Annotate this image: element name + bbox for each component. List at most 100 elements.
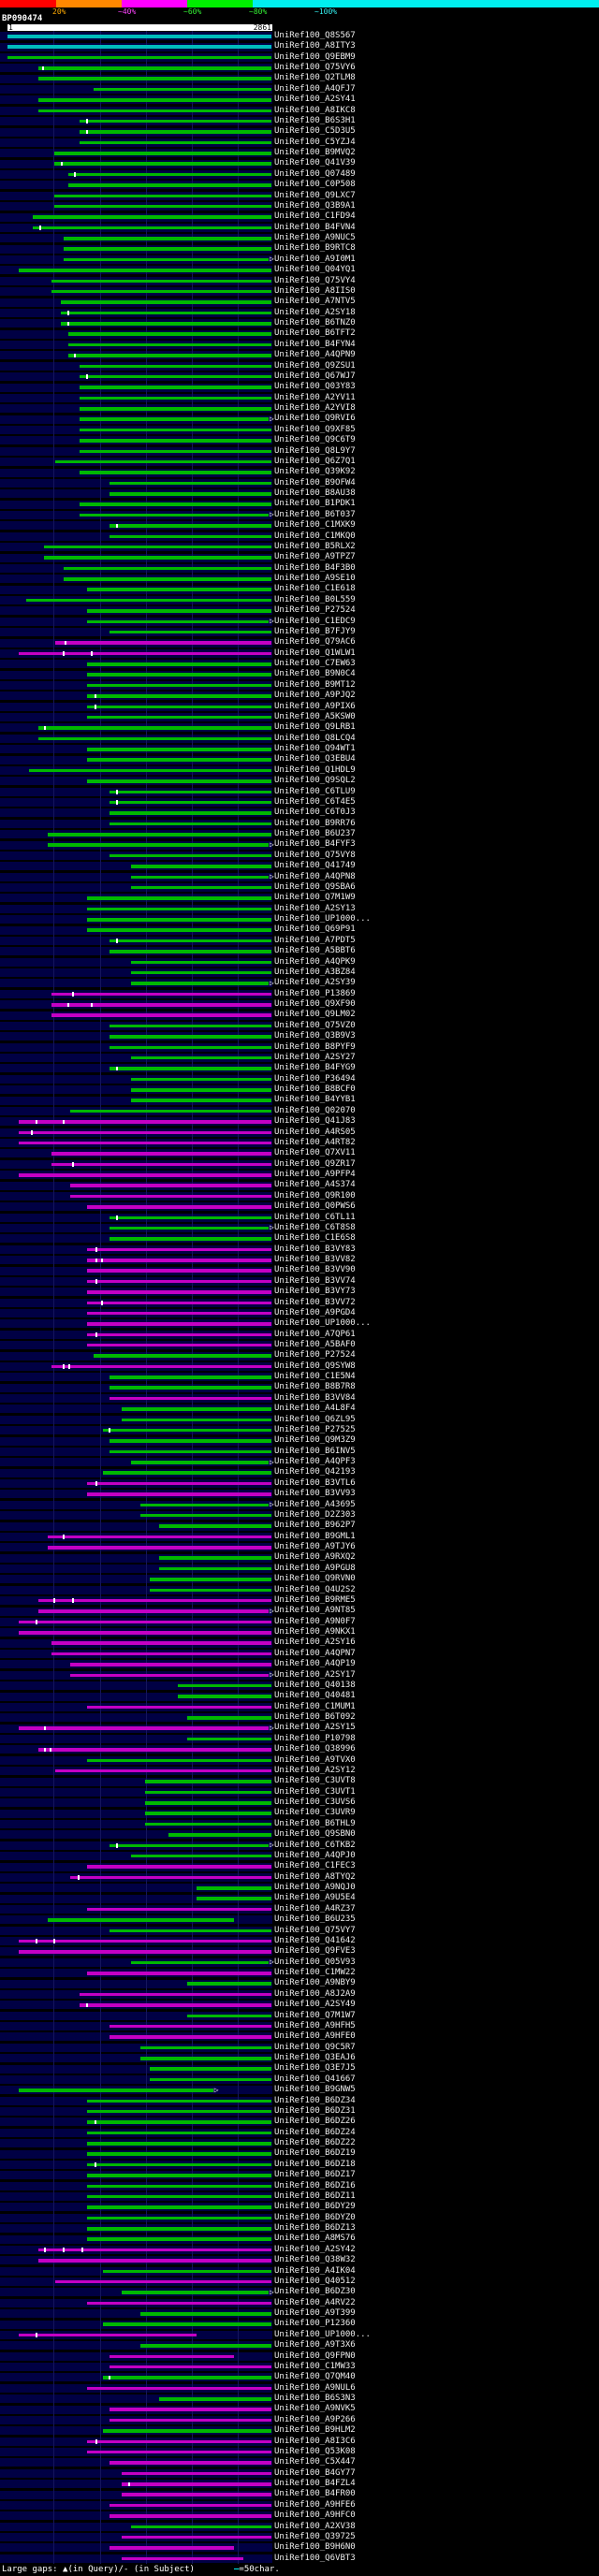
alignment-bar[interactable] [149,1578,271,1581]
hit-label[interactable]: UniRef100_A5BBT6 [274,946,356,956]
hit-label[interactable]: UniRef100_B6DY29 [274,2202,356,2212]
hit-label[interactable]: UniRef100_B962P7 [274,1521,356,1531]
hit-label[interactable]: UniRef100_Q07489 [274,168,356,179]
hit-label[interactable]: UniRef100_A4QPJ0 [274,1850,356,1860]
hit-label[interactable]: UniRef100_Q9XF85 [274,424,356,434]
alignment-bar[interactable] [51,1652,271,1656]
hit-label[interactable]: UniRef100_A9PJQ2 [274,691,356,701]
hit-label[interactable]: UniRef100_B9MVQ2 [274,148,356,158]
hit-label[interactable]: UniRef100_A9HFE0 [274,2031,356,2042]
hit-label[interactable]: UniRef100_Q38W32 [274,2255,356,2265]
hit-label[interactable]: UniRef100_A9PGD4 [274,1307,356,1317]
alignment-bar[interactable] [64,237,271,240]
hit-label[interactable]: UniRef100_A9TPZ7 [274,552,356,562]
hit-label[interactable]: UniRef100_A9TJY6 [274,1542,356,1552]
alignment-bar[interactable] [55,459,271,464]
hit-label[interactable]: UniRef100_Q6Z7Q1 [274,456,356,466]
alignment-bar[interactable] [86,928,271,932]
alignment-bar[interactable] [110,1386,271,1390]
hit-label[interactable]: UniRef100_Q67WJ7 [274,371,356,381]
alignment-bar[interactable] [86,619,269,624]
hit-label[interactable]: UniRef100_B5RLX2 [274,541,356,551]
alignment-bar[interactable] [122,2493,271,2496]
alignment-bar[interactable] [158,1524,271,1528]
hit-label[interactable]: UniRef100_A2SY49 [274,2000,356,2010]
alignment-bar[interactable] [79,374,271,379]
hit-label[interactable]: UniRef100_A2SY41 [274,95,356,105]
hit-label[interactable]: UniRef100_A4RV22 [274,2297,356,2307]
alignment-bar[interactable] [110,1439,271,1443]
hit-label[interactable]: UniRef100_Q3E7J5 [274,2063,356,2074]
hit-label[interactable]: UniRef100_Q9M3Z9 [274,1435,356,1446]
alignment-bar[interactable] [110,2418,271,2423]
hit-label[interactable]: UniRef100_B9RR76 [274,818,356,828]
hit-label[interactable]: UniRef100_P10798 [274,1733,356,1743]
hit-label[interactable]: UniRef100_Q7M1W7 [274,2010,356,2020]
hit-label[interactable]: UniRef100_B6TNZ0 [274,318,356,328]
alignment-bar[interactable] [79,364,271,369]
hit-label[interactable]: UniRef100_P27524 [274,605,356,616]
hit-label[interactable]: UniRef100_Q03Y83 [274,382,356,392]
hit-label[interactable]: UniRef100_Q9ZSU1 [274,360,356,371]
hit-label[interactable]: UniRef100_A9P266 [274,2414,356,2424]
alignment-bar[interactable] [18,651,271,656]
alignment-bar[interactable] [158,1566,271,1571]
alignment-bar[interactable] [197,1886,271,1890]
alignment-bar[interactable] [37,726,271,730]
hit-label[interactable]: UniRef100_C1MKQ0 [274,531,356,541]
alignment-bar[interactable] [37,1748,271,1752]
alignment-bar[interactable] [110,2503,271,2508]
alignment-bar[interactable] [86,1205,271,1209]
hit-label[interactable]: UniRef100_B6DZ19 [274,2148,356,2159]
hit-label[interactable]: UniRef100_Q7M1W9 [274,893,356,903]
alignment-bar[interactable] [79,2003,271,2007]
hit-label[interactable]: UniRef100_Q1WLW1 [274,648,356,658]
hit-label[interactable]: UniRef100_Q04YQ1 [274,265,356,275]
hit-label[interactable]: UniRef100_B6U235 [274,1914,356,1925]
alignment-bar[interactable] [37,2248,271,2252]
alignment-bar[interactable] [131,885,271,890]
hit-label[interactable]: UniRef100_Q41667 [274,2074,356,2084]
alignment-bar[interactable] [197,1897,271,1900]
alignment-bar[interactable] [139,1513,271,1518]
alignment-bar[interactable] [51,992,271,997]
hit-label[interactable]: UniRef100_Q75VZ0 [274,1020,356,1030]
hit-label[interactable]: UniRef100_A8IKC8 [274,105,356,115]
hit-label[interactable]: UniRef100_A2SY13 [274,903,356,913]
alignment-bar[interactable] [93,87,271,92]
alignment-bar[interactable] [110,1215,271,1219]
alignment-bar[interactable] [7,35,271,38]
alignment-bar[interactable] [158,1556,271,1560]
alignment-bar[interactable] [44,556,271,560]
alignment-bar[interactable] [37,77,271,80]
alignment-bar[interactable] [51,1152,271,1156]
alignment-bar[interactable] [51,1364,271,1369]
alignment-bar[interactable] [68,332,271,336]
alignment-bar[interactable] [70,1875,271,1880]
alignment-bar[interactable] [86,2152,271,2156]
alignment-bar[interactable] [93,1354,271,1358]
alignment-bar[interactable] [86,715,271,720]
hit-label[interactable]: UniRef100_C0P508 [274,180,356,190]
hit-label[interactable]: UniRef100_Q94WT1 [274,744,356,754]
hit-label[interactable]: UniRef100_D2Z303 [274,1509,356,1520]
hit-label[interactable]: UniRef100_C5D3U5 [274,126,356,137]
hit-label[interactable]: UniRef100_B6DZ24 [274,2127,356,2137]
alignment-bar[interactable] [18,1141,271,1145]
alignment-bar[interactable] [18,1950,271,1954]
alignment-bar[interactable] [86,779,271,783]
alignment-bar[interactable] [37,1598,271,1603]
hit-label[interactable]: UniRef100_B4FR00 [274,2489,356,2499]
alignment-bar[interactable] [131,960,271,965]
alignment-bar[interactable] [131,1077,271,1082]
alignment-bar[interactable] [158,2397,271,2401]
alignment-bar[interactable] [70,1194,271,1199]
alignment-bar[interactable] [110,1449,271,1454]
alignment-bar[interactable] [139,2344,271,2348]
hit-label[interactable]: UniRef100_Q9FVE3 [274,1946,356,1957]
hit-label[interactable]: UniRef100_A2SY15 [274,1723,356,1733]
alignment-bar[interactable] [110,481,271,486]
alignment-bar[interactable] [144,1790,271,1795]
alignment-bar[interactable] [110,2035,271,2039]
alignment-bar[interactable] [86,2131,271,2135]
